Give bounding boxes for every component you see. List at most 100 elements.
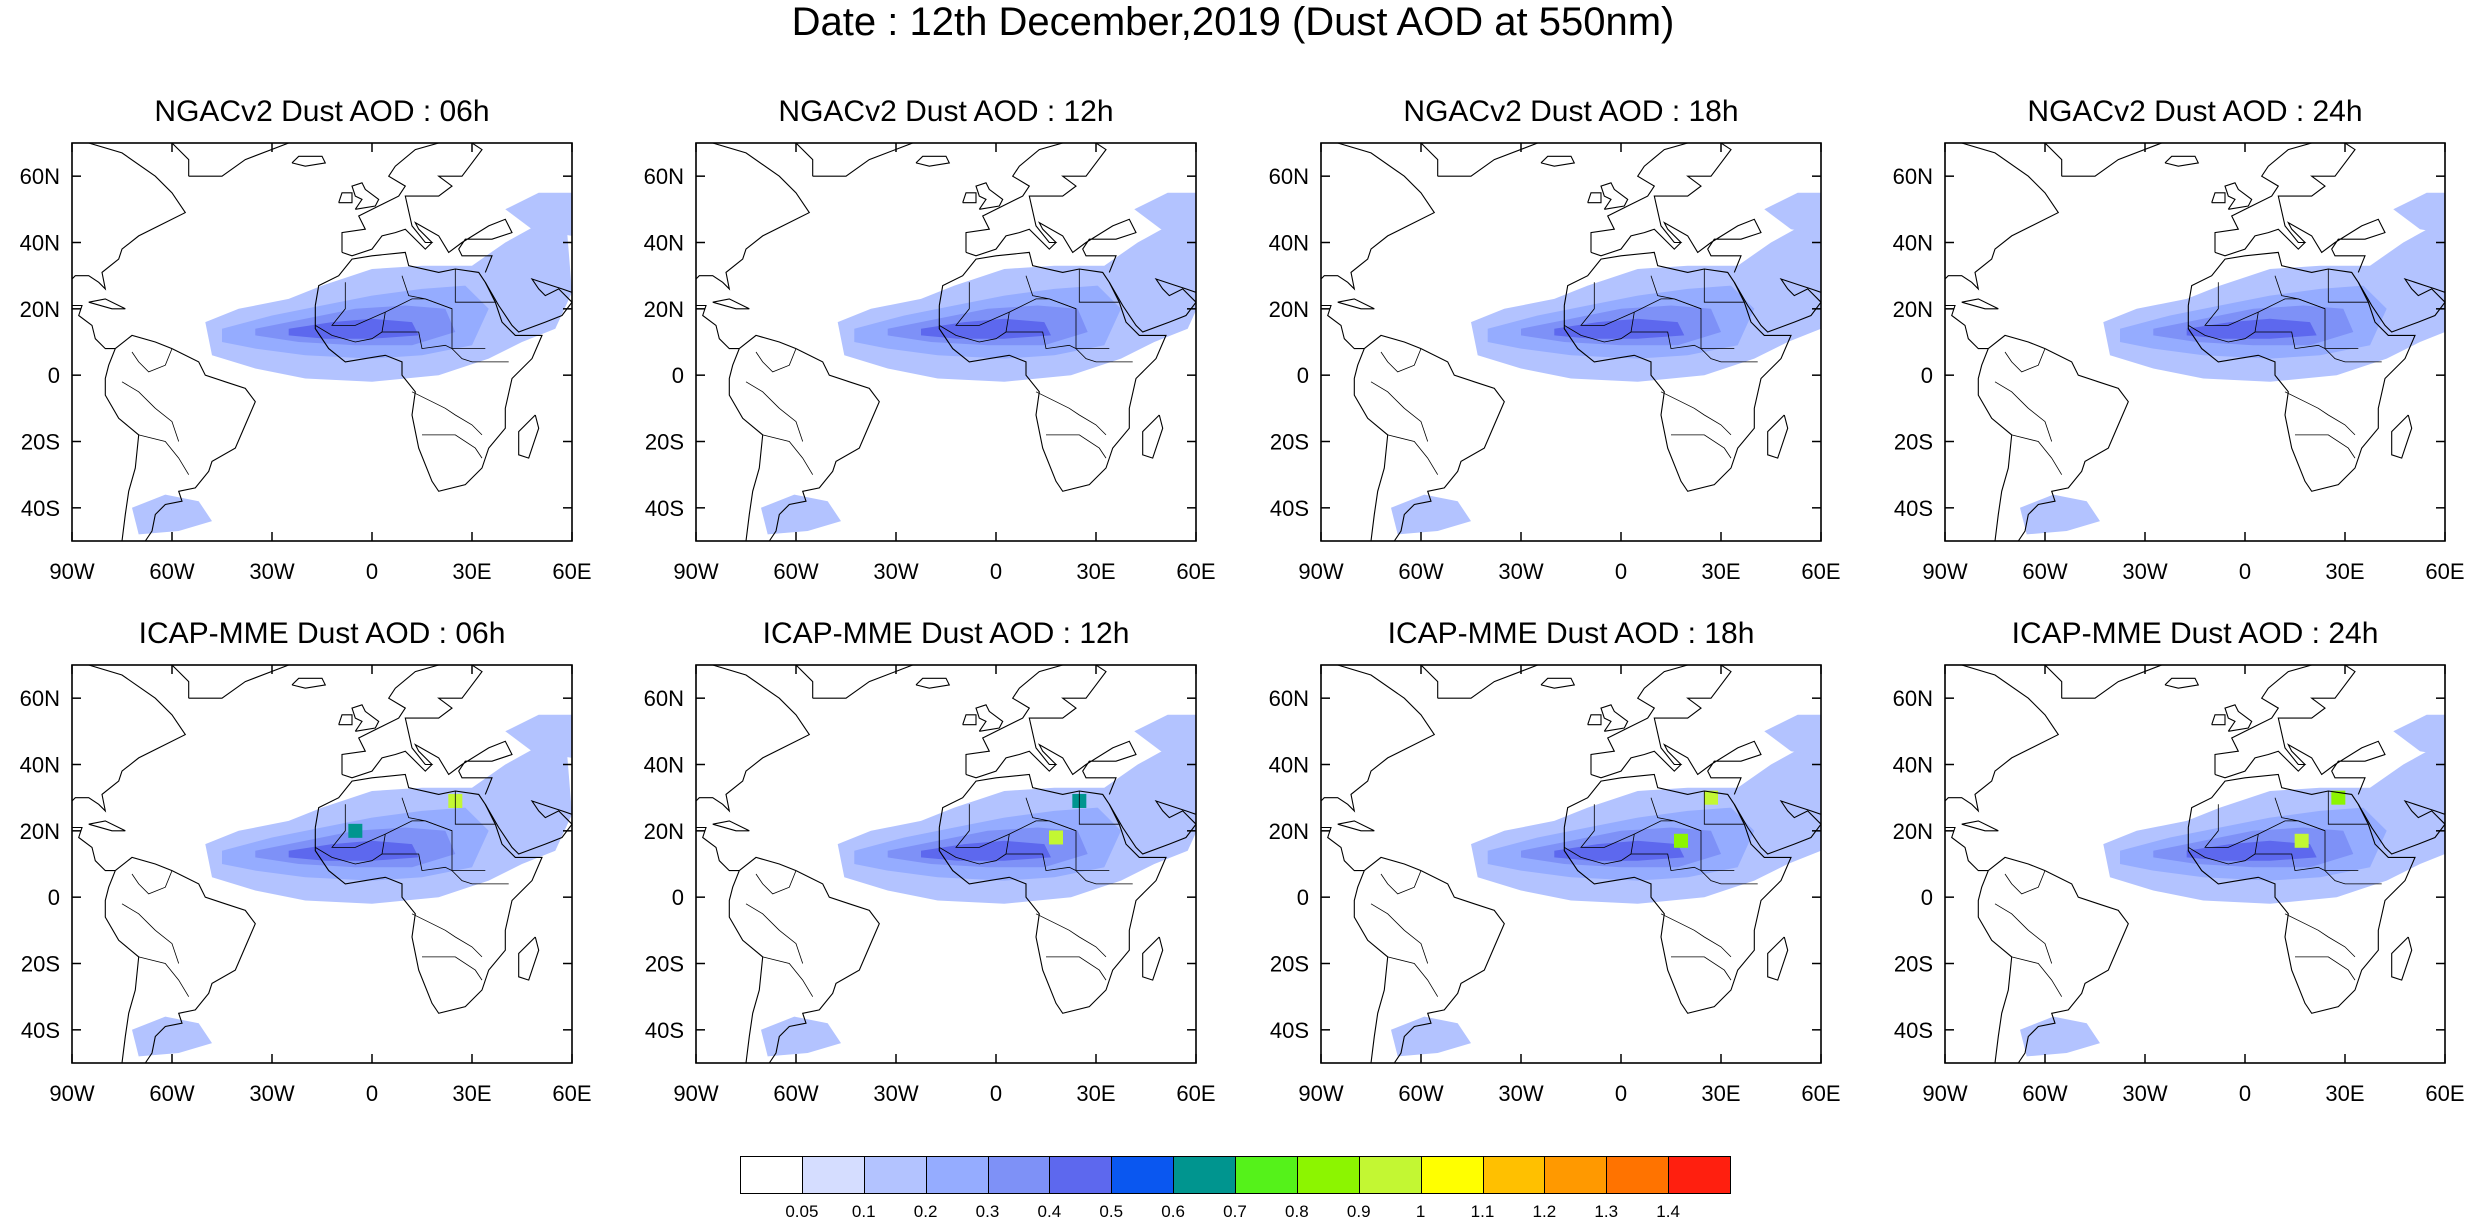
- coastline: [171, 143, 289, 177]
- country-border: [2327, 269, 2369, 303]
- lat-tick-label: 60N: [20, 686, 60, 711]
- country-border: [1650, 797, 1702, 832]
- lat-tick-label: 0: [1297, 363, 1309, 388]
- map-frame: [695, 664, 1197, 1064]
- colorbar-swatch: [1111, 1156, 1175, 1194]
- country-border: [1075, 870, 1133, 885]
- lon-tick-label: 30W: [873, 559, 918, 584]
- dust-plume-area: [132, 1016, 212, 1057]
- country-border: [1025, 797, 1077, 832]
- colorbar-label: 0.05: [785, 1202, 819, 1221]
- lon-tick-label: 0: [366, 559, 378, 584]
- colorbar-label: 0.4: [1037, 1202, 1062, 1221]
- coastline: [88, 820, 126, 832]
- coastline: [2357, 277, 2445, 333]
- coastline: [696, 304, 740, 350]
- lat-tick-label: 20S: [1894, 430, 1933, 455]
- lat-tick-label: 20N: [1893, 819, 1933, 844]
- coastline: [2044, 143, 2162, 177]
- coastline: [2214, 228, 2306, 257]
- coastline: [1600, 704, 1629, 732]
- lon-tick-label: 60E: [2425, 1081, 2464, 1106]
- country-border: [454, 269, 496, 303]
- country-border: [1671, 434, 1732, 459]
- country-border: [422, 956, 483, 981]
- lat-tick-label: 0: [1921, 885, 1933, 910]
- coastline: [965, 665, 1137, 795]
- lat-tick-label: 20N: [644, 819, 684, 844]
- country-border: [1650, 275, 1702, 310]
- colorbar-label: 0.5: [1099, 1202, 1124, 1221]
- lat-tick-label: 60N: [1269, 686, 1309, 711]
- lon-tick-label: 30E: [1701, 559, 1740, 584]
- dust-plume-area: [1134, 714, 1196, 758]
- coastline: [2224, 182, 2253, 210]
- country-border: [1387, 434, 1439, 475]
- lon-tick-label: 60E: [552, 1081, 591, 1106]
- colorbar-swatch: [925, 1156, 989, 1194]
- lon-tick-label: 30W: [1498, 559, 1543, 584]
- country-border: [1660, 913, 1732, 958]
- coastline: [915, 677, 951, 689]
- colorbar-label: 1: [1415, 1202, 1426, 1221]
- coastline: [1945, 304, 1989, 350]
- country-border: [131, 870, 173, 895]
- coastline: [2214, 143, 2386, 273]
- country-border: [401, 797, 453, 832]
- country-border: [1994, 903, 2053, 964]
- lat-tick-label: 0: [1921, 363, 1933, 388]
- lat-tick-label: 40S: [1894, 496, 1933, 521]
- dust-hotspot: [1704, 790, 1718, 805]
- lon-tick-label: 30W: [2122, 1081, 2167, 1106]
- country-border: [2011, 434, 2063, 475]
- coastline: [728, 856, 880, 1063]
- coastline: [975, 182, 1004, 210]
- lon-tick-label: 90W: [49, 1081, 94, 1106]
- coastline: [1540, 677, 1576, 689]
- country-border: [1046, 956, 1107, 981]
- lon-tick-label: 0: [2239, 1081, 2251, 1106]
- dust-plume-area: [2186, 318, 2317, 339]
- coastline: [341, 665, 513, 795]
- dust-hotspot: [2331, 790, 2346, 805]
- lat-tick-label: 40S: [21, 496, 60, 521]
- dust-plume-area: [288, 318, 419, 339]
- lat-tick-label: 40S: [21, 1018, 60, 1043]
- coastline: [2224, 704, 2253, 732]
- coastline: [72, 665, 187, 813]
- country-border: [2284, 391, 2356, 436]
- coastline: [1945, 665, 2060, 813]
- coastline: [696, 143, 811, 291]
- coastline: [104, 334, 256, 541]
- country-border: [131, 348, 173, 373]
- dust-plume-area: [132, 494, 212, 535]
- colorbar-label: 0.3: [975, 1202, 1000, 1221]
- lat-tick-label: 20S: [21, 430, 60, 455]
- coastline: [712, 820, 750, 832]
- lat-tick-label: 40S: [645, 496, 684, 521]
- lon-tick-label: 30E: [1701, 1081, 1740, 1106]
- panel-title: ICAP-MME Dust AOD : 18h: [1388, 617, 1755, 650]
- colorbar-swatch: [1235, 1156, 1298, 1194]
- coastline: [1733, 277, 1821, 333]
- country-border: [2274, 797, 2326, 832]
- lat-tick-label: 20S: [1270, 952, 1309, 977]
- coastline: [2391, 936, 2413, 981]
- lat-tick-label: 60N: [1269, 164, 1309, 189]
- country-border: [762, 434, 814, 475]
- lon-tick-label: 0: [990, 559, 1002, 584]
- colorbar-label: 0.9: [1346, 1202, 1371, 1221]
- lat-tick-label: 20N: [20, 819, 60, 844]
- country-border: [939, 847, 1007, 865]
- lat-tick-label: 60N: [1893, 686, 1933, 711]
- lat-tick-label: 40S: [1270, 1018, 1309, 1043]
- lat-tick-label: 60N: [644, 686, 684, 711]
- country-border: [2284, 913, 2356, 958]
- lat-tick-label: 40N: [644, 231, 684, 256]
- coastline: [341, 143, 513, 273]
- lat-tick-label: 0: [1297, 885, 1309, 910]
- lon-tick-label: 60E: [2425, 559, 2464, 584]
- colorbar-label: 0.1: [851, 1202, 876, 1221]
- lon-tick-label: 90W: [673, 1081, 718, 1106]
- colorbar-labels: 0.05 0.1 0.2 0.3 0.4 0.5 0.6 0.7 0.8 0.9 1 1.1 1.2 1.…: [700, 1202, 1770, 1222]
